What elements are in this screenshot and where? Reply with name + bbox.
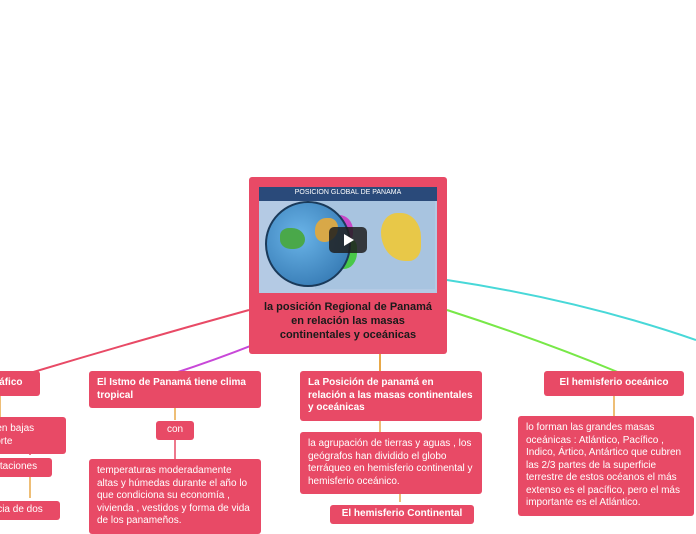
branch-2[interactable]: El Istmo de Panamá tiene clima tropical xyxy=(89,371,261,408)
root-node[interactable]: POSICION GLOBAL DE PANAMA la posición Re… xyxy=(249,177,447,354)
play-icon[interactable] xyxy=(329,227,367,253)
root-title: la posición Regional de Panamá en relaci… xyxy=(259,299,437,344)
branch-3[interactable]: La Posición de panamá en relación a las … xyxy=(300,371,482,421)
branch-2-mid[interactable]: con xyxy=(156,421,194,440)
b1c1-line1: á en bajas xyxy=(0,423,34,434)
mindmap-canvas: POSICION GLOBAL DE PANAMA la posición Re… xyxy=(0,0,696,520)
video-thumbnail[interactable]: POSICION GLOBAL DE PANAMA xyxy=(259,187,437,293)
branch-3-detail[interactable]: la agrupación de tierras y aguas , los g… xyxy=(300,432,482,494)
branch-1[interactable]: eográfico xyxy=(0,371,40,396)
branch-3-sub[interactable]: El hemisferio Continental xyxy=(330,505,474,524)
b1c1-line2: Norte xyxy=(0,436,12,447)
branch-2-detail[interactable]: temperaturas moderadamente altas y húmed… xyxy=(89,459,261,534)
branch-4-detail[interactable]: lo forman las grandes masas oceánicas : … xyxy=(518,416,694,516)
branch-1-child-1[interactable]: á en bajas Norte xyxy=(0,417,66,454)
branch-1-child-2[interactable]: staciones xyxy=(0,458,52,477)
branch-1-child-3[interactable]: cia de dos xyxy=(0,501,60,520)
video-header: POSICION GLOBAL DE PANAMA xyxy=(259,187,437,201)
branch-4[interactable]: El hemisferio oceánico xyxy=(544,371,684,396)
